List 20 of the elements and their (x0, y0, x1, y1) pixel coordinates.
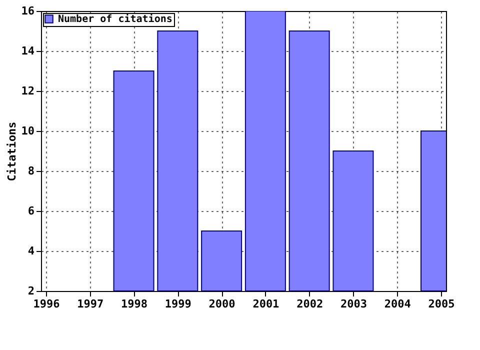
y-tick-label: 14 (21, 44, 35, 58)
x-tick-label: 2003 (340, 298, 367, 310)
x-tick-label: 1996 (33, 298, 60, 310)
y-tick-label: 8 (28, 164, 34, 178)
y-tick-label: 10 (21, 124, 34, 138)
x-tick-label: 2000 (208, 298, 236, 310)
y-tick-label: 4 (28, 244, 35, 258)
x-tick-label: 2002 (296, 298, 324, 310)
x-tick-label: 2005 (428, 298, 455, 310)
y-axis-title: Citations (5, 122, 18, 182)
y-tick-label: 6 (28, 204, 35, 218)
legend-label: Number of citations (58, 13, 172, 25)
y-tick-label: 12 (21, 84, 34, 98)
y-tick-label: 2 (28, 284, 34, 298)
y-tick-label: 16 (21, 4, 35, 18)
x-tick-label: 1997 (77, 298, 104, 310)
x-tick-label: 2001 (252, 298, 280, 310)
x-tick-label: 1998 (121, 298, 148, 310)
x-tick-label: 2004 (384, 298, 412, 310)
x-tick-label: 1999 (164, 298, 192, 310)
